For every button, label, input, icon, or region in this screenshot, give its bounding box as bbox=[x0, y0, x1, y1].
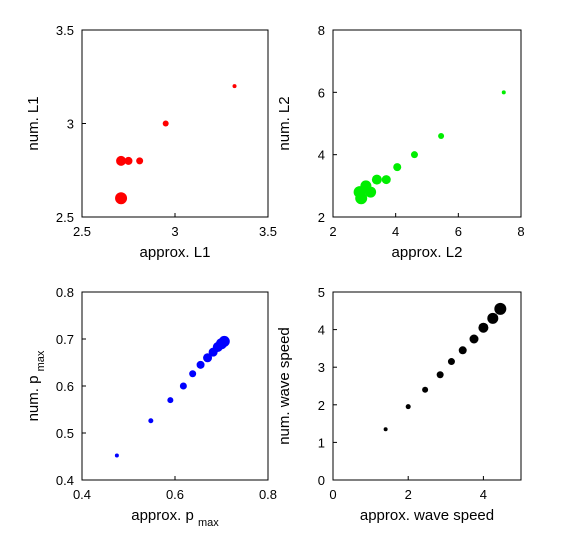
y-axis-label-pmax: num. p max bbox=[25, 350, 47, 421]
data-point bbox=[371, 174, 382, 185]
data-point bbox=[136, 157, 144, 165]
panel-pmax: 0.4 0.6 0.8 0.4 0.5 0.6 0.7 0.8 approx. … bbox=[25, 285, 277, 529]
data-point bbox=[458, 346, 467, 355]
panel-l2: 2 4 6 8 2 4 6 8 approx. L2 num. L2 bbox=[276, 23, 525, 261]
data-point bbox=[189, 370, 197, 378]
data-point bbox=[410, 151, 418, 159]
data-point bbox=[196, 360, 205, 369]
data-point bbox=[422, 386, 429, 393]
x-axis-label-pmax: approx. p max bbox=[131, 507, 219, 529]
data-point bbox=[116, 155, 127, 166]
x-ticks-l1: 2.5 3 3.5 bbox=[73, 224, 277, 239]
y-axis-label-wave-speed: num. wave speed bbox=[276, 327, 293, 445]
y-tick-label: 8 bbox=[318, 23, 325, 38]
data-point bbox=[478, 322, 489, 333]
data-point bbox=[203, 353, 213, 363]
x-tick-label: 0.4 bbox=[73, 487, 91, 502]
y-tick-label: 5 bbox=[318, 285, 325, 300]
y-axis-label-l2: num. L2 bbox=[276, 96, 293, 150]
x-tick-label: 2 bbox=[405, 487, 412, 502]
x-axis-label-l2: approx. L2 bbox=[392, 244, 463, 261]
x-tick-label: 3.5 bbox=[259, 224, 277, 239]
data-point bbox=[438, 132, 445, 139]
y-tick-label: 0.8 bbox=[56, 285, 74, 300]
x-ticks-wave-speed: 0 2 4 bbox=[329, 487, 487, 502]
y-tick-label: 0.6 bbox=[56, 379, 74, 394]
x-ticks-pmax: 0.4 0.6 0.8 bbox=[73, 487, 277, 502]
data-point bbox=[355, 192, 368, 205]
y-tick-label: 2.5 bbox=[56, 210, 74, 225]
x-tick-label: 2.5 bbox=[73, 224, 91, 239]
axes-box-wave-speed bbox=[332, 291, 522, 481]
data-point bbox=[381, 175, 391, 185]
data-point bbox=[167, 397, 174, 404]
points-l2 bbox=[353, 90, 506, 205]
x-tick-label: 3 bbox=[171, 224, 178, 239]
data-point bbox=[218, 335, 230, 347]
y-ticks-pmax: 0.4 0.5 0.6 0.7 0.8 bbox=[56, 285, 74, 488]
y-axis-label-subscript: max bbox=[35, 350, 47, 371]
data-point bbox=[501, 90, 506, 95]
x-tick-label: 4 bbox=[392, 224, 399, 239]
data-point bbox=[487, 312, 499, 324]
panel-l1: 2.5 3 3.5 2.5 3 3.5 approx. L1 num. L1 bbox=[25, 23, 277, 261]
y-tick-label: 0.5 bbox=[56, 426, 74, 441]
axes-box-l1 bbox=[81, 29, 269, 218]
y-tick-label: 1 bbox=[318, 435, 325, 450]
data-point bbox=[393, 163, 402, 172]
points-l1 bbox=[115, 84, 237, 205]
y-tick-label: 6 bbox=[318, 85, 325, 100]
y-tick-label: 3 bbox=[67, 117, 74, 132]
y-ticks-wave-speed: 0 1 2 3 4 5 bbox=[318, 285, 325, 488]
y-ticks-l1: 2.5 3 3.5 bbox=[56, 23, 74, 225]
y-tick-label: 0 bbox=[318, 473, 325, 488]
data-point bbox=[383, 427, 388, 432]
y-tick-label: 3 bbox=[318, 360, 325, 375]
panel-wave-speed: 0 2 4 0 1 2 3 4 5 approx. wave speed num… bbox=[276, 285, 522, 524]
y-axis-label-main: num. p bbox=[25, 376, 42, 422]
x-axis-label-wave-speed: approx. wave speed bbox=[360, 507, 494, 524]
data-point bbox=[148, 418, 154, 424]
data-point bbox=[436, 371, 444, 379]
y-tick-label: 2 bbox=[318, 210, 325, 225]
x-tick-label: 0 bbox=[329, 487, 336, 502]
y-tick-label: 3.5 bbox=[56, 23, 74, 38]
y-tick-label: 4 bbox=[318, 148, 325, 163]
data-point bbox=[232, 84, 237, 89]
data-point bbox=[179, 382, 187, 390]
y-tick-label: 2 bbox=[318, 398, 325, 413]
x-ticks-l2: 2 4 6 8 bbox=[329, 224, 524, 239]
data-point bbox=[124, 156, 133, 165]
points-wave-speed bbox=[383, 302, 507, 432]
y-axis-label-l1: num. L1 bbox=[25, 96, 42, 150]
x-tick-label: 0.6 bbox=[166, 487, 184, 502]
axes-box-pmax bbox=[81, 291, 269, 481]
y-tick-label: 0.4 bbox=[56, 473, 74, 488]
x-axis-label-main: approx. p bbox=[131, 507, 194, 524]
data-point bbox=[162, 120, 169, 127]
data-point bbox=[447, 358, 455, 366]
x-axis-label-subscript: max bbox=[198, 517, 219, 529]
data-point bbox=[469, 334, 479, 344]
y-tick-label: 4 bbox=[318, 323, 325, 338]
x-tick-label: 4 bbox=[480, 487, 487, 502]
x-tick-label: 8 bbox=[517, 224, 524, 239]
x-tick-label: 0.8 bbox=[259, 487, 277, 502]
data-point bbox=[405, 404, 411, 410]
y-tick-label: 0.7 bbox=[56, 332, 74, 347]
data-point bbox=[115, 192, 128, 205]
data-point bbox=[494, 302, 507, 315]
axes-box-l2 bbox=[332, 29, 522, 218]
data-point bbox=[114, 453, 119, 458]
y-ticks-l2: 2 4 6 8 bbox=[318, 23, 325, 225]
x-tick-label: 2 bbox=[329, 224, 336, 239]
x-tick-label: 6 bbox=[455, 224, 462, 239]
points-pmax bbox=[114, 335, 230, 458]
x-axis-label-l1: approx. L1 bbox=[140, 244, 211, 261]
